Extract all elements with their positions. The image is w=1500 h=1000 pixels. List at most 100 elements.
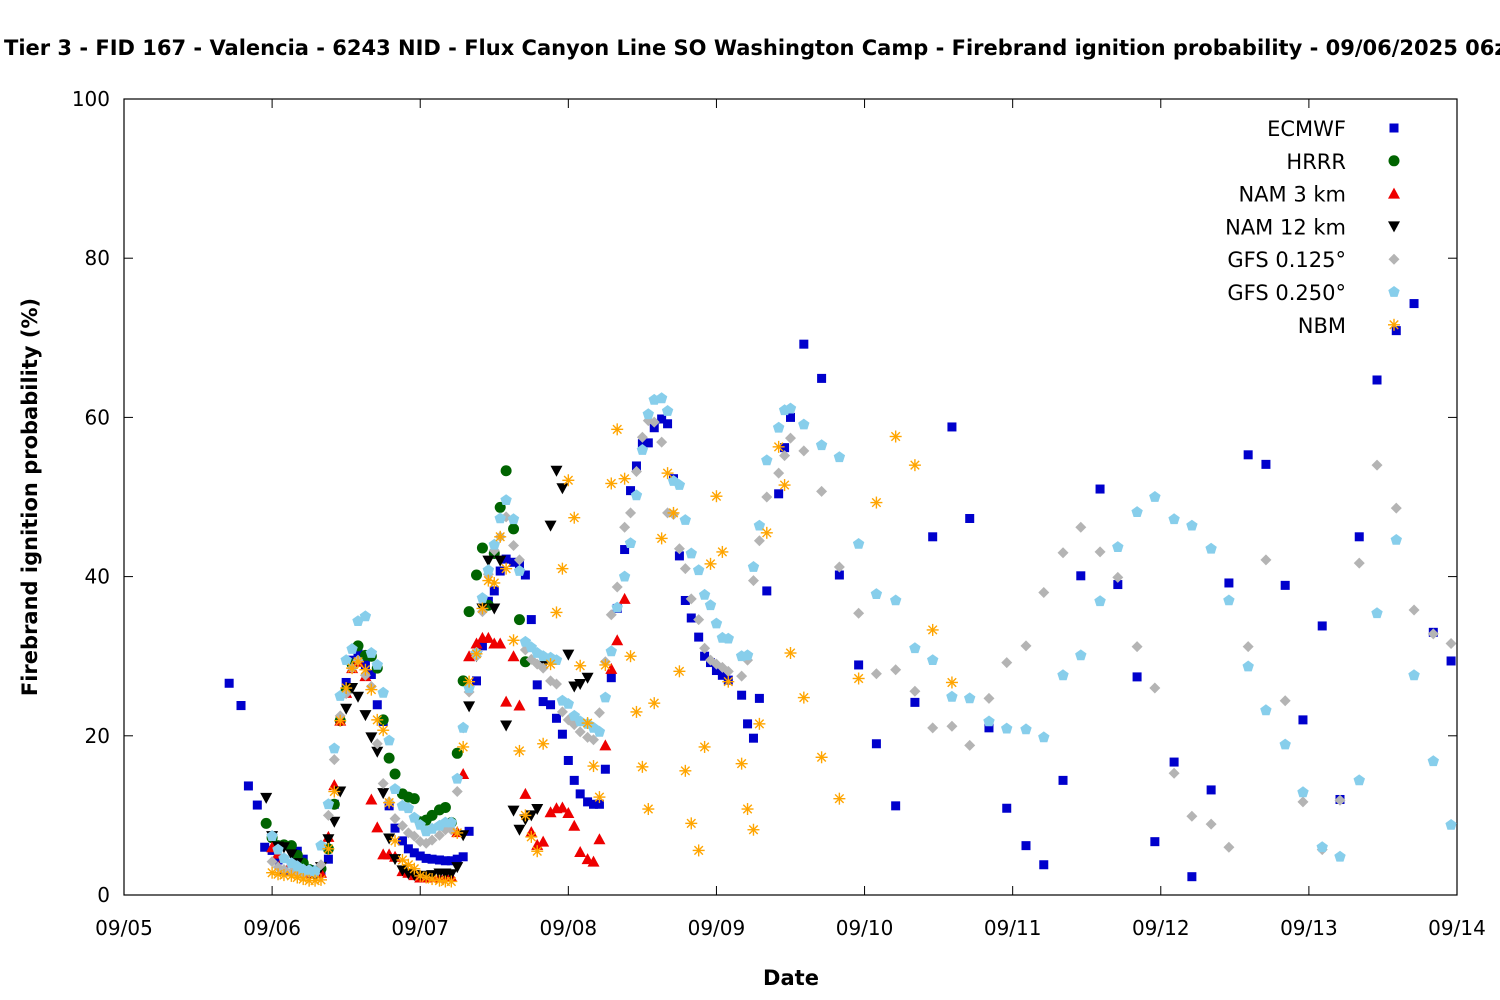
data-point bbox=[1354, 532, 1364, 542]
data-point bbox=[1242, 660, 1254, 672]
x-tick-label: 09/10 bbox=[836, 916, 894, 940]
data-point bbox=[508, 523, 520, 535]
data-point bbox=[631, 461, 641, 471]
data-point bbox=[833, 451, 846, 463]
data-point bbox=[693, 564, 705, 576]
data-point bbox=[1297, 786, 1309, 798]
data-point bbox=[434, 855, 444, 865]
data-point bbox=[743, 719, 753, 729]
data-point bbox=[717, 670, 727, 680]
data-point bbox=[816, 485, 828, 497]
data-point bbox=[753, 717, 766, 730]
data-point bbox=[618, 592, 631, 604]
data-point bbox=[588, 734, 600, 746]
data-point bbox=[1408, 669, 1420, 681]
y-tick-label: 0 bbox=[97, 883, 110, 907]
data-point bbox=[285, 849, 298, 861]
data-point bbox=[415, 851, 425, 861]
data-point bbox=[1390, 502, 1402, 514]
data-point bbox=[266, 830, 278, 841]
data-point bbox=[508, 540, 520, 552]
data-point bbox=[1298, 715, 1308, 725]
data-point bbox=[674, 551, 684, 561]
data-point-stroke bbox=[477, 603, 488, 614]
data-point bbox=[593, 725, 606, 737]
data-point bbox=[365, 732, 378, 744]
data-point bbox=[1021, 841, 1031, 851]
data-point bbox=[334, 714, 347, 727]
data-point bbox=[495, 566, 505, 576]
data-point-stroke bbox=[292, 872, 303, 883]
data-point bbox=[611, 423, 624, 436]
data-point bbox=[1317, 621, 1327, 631]
data-point bbox=[1243, 450, 1253, 460]
data-point bbox=[685, 547, 697, 559]
data-point bbox=[1334, 850, 1346, 862]
data-point bbox=[1391, 326, 1401, 336]
data-point bbox=[1112, 571, 1124, 583]
data-point bbox=[1057, 547, 1069, 559]
data-point-stroke bbox=[600, 660, 611, 670]
data-point bbox=[599, 658, 612, 671]
data-point bbox=[365, 793, 378, 805]
data-point bbox=[500, 695, 513, 707]
data-point bbox=[365, 683, 378, 696]
x-tick-label: 09/14 bbox=[1428, 916, 1486, 940]
data-point bbox=[1168, 767, 1180, 779]
data-point-stroke bbox=[551, 607, 562, 618]
data-point-stroke bbox=[834, 793, 845, 804]
data-point bbox=[1372, 375, 1382, 385]
data-point-stroke bbox=[557, 563, 568, 574]
data-point bbox=[704, 599, 717, 611]
data-point bbox=[1390, 534, 1402, 545]
data-point bbox=[1112, 541, 1124, 552]
data-point bbox=[926, 623, 939, 636]
data-point-stroke bbox=[464, 676, 474, 687]
x-tick-label: 09/12 bbox=[1132, 916, 1190, 940]
data-point bbox=[531, 838, 544, 850]
data-point bbox=[482, 555, 495, 567]
data-point bbox=[599, 691, 612, 703]
data-point bbox=[1427, 628, 1439, 640]
data-point bbox=[537, 835, 550, 847]
data-point bbox=[587, 855, 600, 867]
data-point bbox=[322, 809, 334, 821]
data-point bbox=[421, 853, 431, 863]
data-point bbox=[260, 817, 272, 829]
data-point-stroke bbox=[594, 792, 605, 802]
data-point bbox=[611, 581, 623, 593]
data-point-stroke bbox=[748, 824, 759, 835]
data-point bbox=[773, 467, 785, 479]
data-point bbox=[409, 848, 419, 858]
data-point bbox=[657, 414, 667, 424]
data-point bbox=[1131, 506, 1143, 517]
data-point bbox=[328, 754, 340, 766]
data-point bbox=[322, 798, 335, 810]
data-point-stroke bbox=[871, 497, 882, 508]
data-point bbox=[1334, 794, 1346, 806]
data-point bbox=[747, 561, 760, 572]
data-point bbox=[722, 665, 734, 677]
data-point bbox=[457, 721, 469, 733]
data-point bbox=[507, 805, 520, 817]
data-point bbox=[747, 823, 760, 836]
data-point bbox=[574, 726, 586, 738]
data-point bbox=[1427, 755, 1439, 767]
data-point-stroke bbox=[853, 673, 864, 684]
legend-marker bbox=[1388, 155, 1400, 167]
data-point bbox=[890, 594, 902, 606]
data-point bbox=[501, 554, 511, 564]
data-point bbox=[648, 416, 660, 428]
data-point bbox=[1020, 723, 1032, 735]
data-point bbox=[544, 658, 557, 671]
data-point bbox=[661, 405, 674, 416]
data-point bbox=[583, 797, 593, 807]
data-point bbox=[928, 532, 938, 542]
data-point bbox=[470, 637, 483, 649]
data-point bbox=[513, 699, 526, 711]
data-point bbox=[464, 826, 474, 836]
data-point bbox=[323, 854, 333, 864]
data-point bbox=[507, 650, 520, 662]
data-point bbox=[852, 538, 865, 549]
data-point bbox=[679, 563, 691, 575]
